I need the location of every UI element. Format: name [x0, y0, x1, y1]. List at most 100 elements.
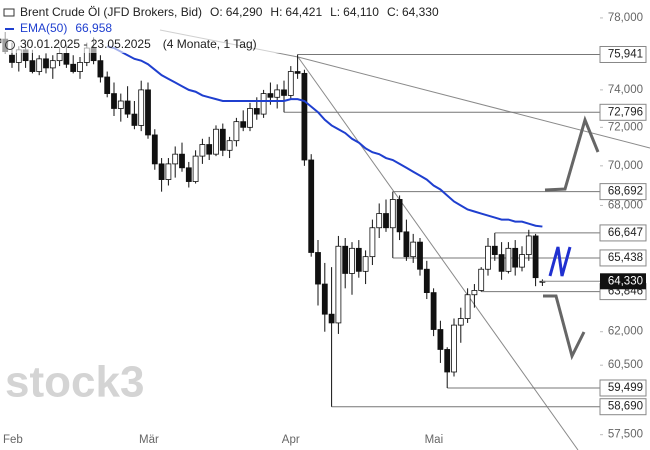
candle-body [124, 100, 131, 115]
candle-body [430, 292, 437, 330]
candle-body [376, 213, 383, 229]
candle-body [56, 53, 63, 62]
arrow-neutral [548, 246, 572, 277]
candle-body [111, 93, 117, 109]
candle-body [158, 163, 165, 180]
legend-title: Brent Crude Öl (JFD Brokers, Bid) O: 64,29… [20, 5, 439, 19]
candle-body [464, 294, 471, 319]
y-tick-label: 74,000 [608, 84, 643, 96]
candle-body [417, 241, 423, 270]
candle-body [383, 213, 389, 229]
candle-body [253, 108, 260, 115]
y-tick-label: 60,500 [608, 359, 643, 371]
ohlc-value: 64,110 [343, 5, 379, 19]
trend-line [297, 56, 579, 450]
arrow-up [544, 115, 600, 192]
x-tick-label: Feb [3, 434, 23, 446]
candle-body [43, 58, 49, 69]
level-label: 65,438 [608, 252, 643, 264]
level-label: 75,941 [608, 49, 643, 61]
candle-body [104, 76, 111, 94]
candle-body [321, 283, 328, 315]
candle-body [29, 60, 36, 72]
candle-body [97, 60, 104, 78]
level-label: 66,647 [608, 227, 643, 239]
candle-body [172, 153, 179, 165]
candle-body [206, 144, 213, 155]
y-tick-label: 72,000 [608, 121, 643, 133]
candle-body [294, 71, 301, 74]
candle-body [240, 121, 247, 128]
y-tick-label: 57,500 [608, 429, 643, 441]
candle-body [369, 227, 376, 258]
candle-body [281, 89, 287, 96]
candle-body [131, 113, 138, 126]
candle-body [287, 71, 294, 96]
candle-body [77, 62, 83, 72]
candle-body [274, 89, 281, 98]
ohlc-value: 64,290 [226, 5, 263, 19]
candle-body [457, 318, 464, 326]
candle-body [396, 199, 403, 233]
ohlc-key: L: [330, 5, 340, 19]
ohlc-key: C: [387, 5, 399, 19]
candle-body [49, 60, 56, 69]
candle-body [179, 153, 185, 169]
candle-body [410, 241, 417, 258]
legend-ema: EMA(50) 66,958 [20, 21, 112, 35]
candle-body [349, 247, 355, 274]
ohlc-values: O: 64,290 H: 64,421 L: 64,110 C: 64,330 [210, 5, 439, 19]
candle-body [138, 89, 145, 126]
candle-icon [3, 8, 15, 17]
legend: Brent Crude Öl (JFD Brokers, Bid) O: 64,29… [2, 3, 442, 53]
y-tick-label: 78,000 [608, 12, 643, 24]
level-box [599, 45, 647, 63]
ohlc-key: H: [270, 5, 282, 19]
candle-body [226, 140, 233, 151]
candle-body [498, 254, 505, 272]
candle-body [389, 199, 396, 229]
candle-body [267, 93, 274, 98]
candle-body [9, 54, 15, 63]
candle-body [247, 108, 253, 128]
candle-body [403, 231, 410, 258]
candle-body [199, 144, 206, 157]
candle-body [63, 53, 70, 65]
candle-body [70, 63, 77, 72]
arrows [543, 115, 600, 361]
candle-body [192, 155, 199, 182]
ema-value: 66,958 [75, 21, 112, 35]
candle-body [301, 72, 308, 161]
candle-body [36, 58, 43, 72]
candle-body [165, 163, 172, 180]
level-box [599, 183, 647, 201]
candle-body [491, 245, 498, 255]
y-tick-label: 62,000 [608, 326, 643, 338]
level-box [599, 224, 647, 242]
level-box [599, 398, 647, 416]
current-box [600, 273, 646, 290]
y-tick-label: 68,000 [608, 199, 643, 211]
candle-body [328, 313, 335, 324]
trend-line [297, 56, 650, 149]
candle-body [315, 252, 321, 285]
level-box [599, 249, 647, 267]
instrument: Brent Crude Öl (JFD Brokers, Bid) [20, 5, 202, 19]
candle-body [260, 93, 267, 115]
candle-body [213, 128, 219, 155]
candle-body [362, 256, 369, 272]
candle-body [185, 167, 192, 182]
candle-body [342, 245, 349, 274]
ohlc-key: O: [210, 5, 223, 19]
axis-labels: 78,000 74,000 72,000 70,000 68,000 62,000 60,5… [3, 12, 647, 446]
candle-body [355, 247, 362, 272]
candle-body [512, 247, 519, 268]
candle-body [335, 245, 342, 324]
level-box [599, 103, 647, 121]
candle-body [532, 235, 539, 279]
y-tick-label: 70,000 [608, 160, 643, 172]
candle-body [485, 245, 491, 270]
level-label: 58,690 [608, 401, 643, 413]
candle-body [145, 89, 151, 136]
